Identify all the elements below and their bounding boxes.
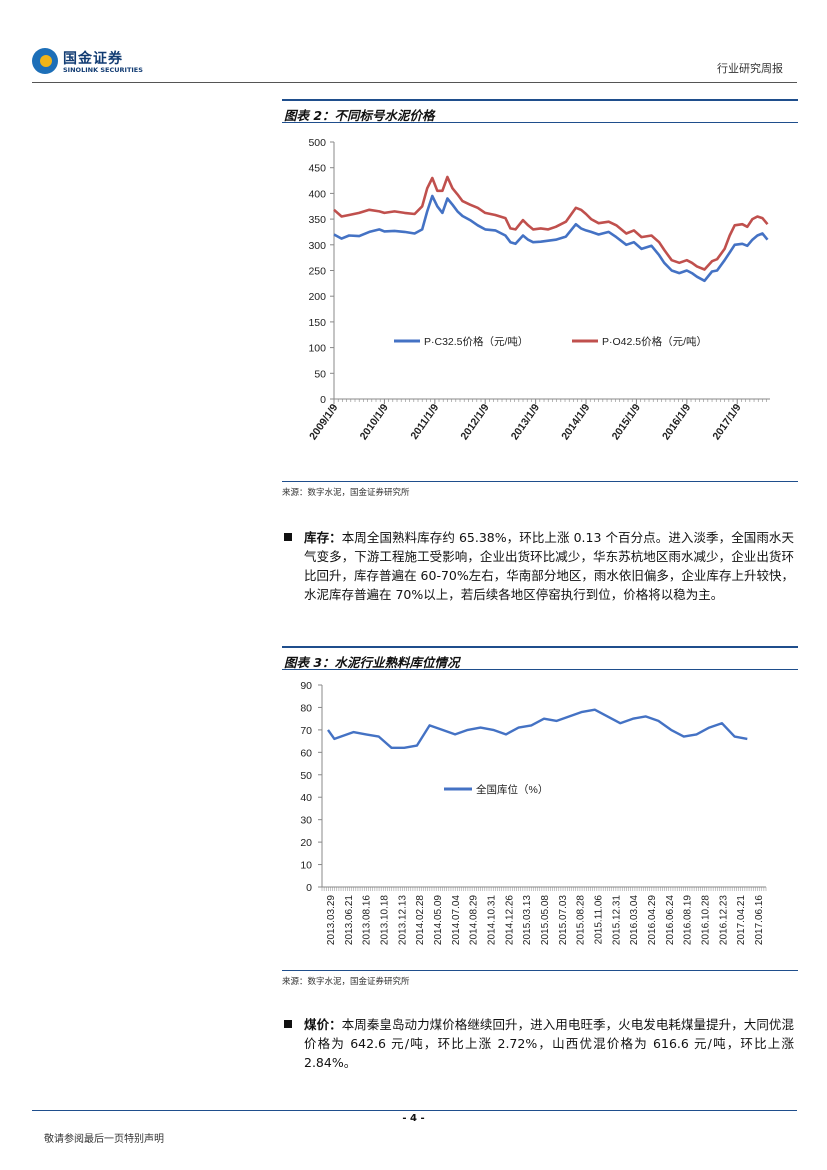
inventory-paragraph: 库存：本周全国熟料库存约 65.38%，环比上涨 0.13 个百分点。进入淡季，… xyxy=(284,528,794,604)
x-tick-label: 2015.08.28 xyxy=(576,895,587,945)
coal-paragraph: 煤价：本周秦皇岛动力煤价格继续回升，进入用电旺季，火电发电耗煤量提升，大同优混价… xyxy=(284,1015,794,1072)
x-tick-label: 2015/1/9 xyxy=(610,402,643,442)
legend-label: P·O42.5价格（元/吨） xyxy=(602,335,707,348)
report-type: 行业研究周报 xyxy=(717,62,783,75)
figure3-chart: 0 10 20 30 40 50 60 70 80 90 2013.03.29 2013.06.21 2… xyxy=(300,680,767,945)
logo-text-en: SINOLINK SECURITIES xyxy=(63,66,143,74)
x-tick-label: 2016.12.23 xyxy=(718,895,729,945)
series-line xyxy=(327,708,748,750)
y-tick-label: 0 xyxy=(320,394,326,406)
bullet-icon xyxy=(284,1020,292,1028)
x-tick-label: 2013.06.21 xyxy=(344,895,355,945)
y-tick-label: 100 xyxy=(308,343,326,355)
figure2-chart: 0 50 100 150 200 250 300 350 400 450 500 2009/1/9 20… xyxy=(307,137,770,442)
x-tick-label: 2012/1/9 xyxy=(458,402,491,442)
figure3-title: 图表 3：水泥行业熟料库位情况 xyxy=(282,646,798,670)
x-tick-label: 2017/1/9 xyxy=(710,402,743,442)
x-tick-label: 2013.03.29 xyxy=(326,895,337,945)
x-tick-label: 2016.10.28 xyxy=(701,895,712,945)
x-tick-label: 2013.10.18 xyxy=(380,895,391,945)
inventory-text: 本周全国熟料库存约 65.38%，环比上涨 0.13 个百分点。进入淡季，全国雨… xyxy=(304,530,794,602)
coal-text: 本周秦皇岛动力煤价格继续回升，进入用电旺季，火电发电耗煤量提升，大同优混价格为 … xyxy=(304,1017,794,1070)
x-tick-label: 2016.08.19 xyxy=(683,895,694,945)
x-tick-label: 2016.04.29 xyxy=(647,895,658,945)
x-tick-label: 2014.07.04 xyxy=(451,895,462,945)
y-tick-label: 50 xyxy=(314,368,326,380)
y-tick-label: 500 xyxy=(308,137,326,149)
legend-label: P·C32.5价格（元/吨） xyxy=(424,335,528,348)
y-tick-label: 10 xyxy=(300,860,312,872)
y-tick-label: 50 xyxy=(300,770,312,782)
y-tick-label: 400 xyxy=(308,188,326,200)
y-tick-label: 0 xyxy=(306,882,312,894)
y-tick-label: 300 xyxy=(308,240,326,252)
logo-mark-icon xyxy=(32,48,58,74)
y-tick-label: 80 xyxy=(300,702,312,714)
page-number: - 4 - xyxy=(402,1113,425,1124)
figure3-source: 来源：数字水泥，国金证券研究所 xyxy=(282,970,798,987)
legend-label: 全国库位（%） xyxy=(476,783,548,796)
y-tick-label: 150 xyxy=(308,317,326,329)
y-tick-label: 350 xyxy=(308,214,326,226)
x-tick-label: 2016.03.04 xyxy=(629,895,640,945)
x-tick-label: 2015.03.13 xyxy=(522,895,533,945)
x-tick-label: 2009/1/9 xyxy=(307,402,340,442)
inventory-label: 库存： xyxy=(304,530,342,545)
x-tick-label: 2015.05.08 xyxy=(540,895,551,945)
y-tick-label: 90 xyxy=(300,680,312,692)
x-tick-label: 2015.07.03 xyxy=(558,895,569,945)
x-tick-label: 2014.02.28 xyxy=(415,895,426,945)
x-tick-label: 2013.08.16 xyxy=(362,895,373,945)
x-tick-label: 2014.08.29 xyxy=(469,895,480,945)
x-tick-label: 2014/1/9 xyxy=(559,402,592,442)
x-tick-label: 2014.05.09 xyxy=(433,895,444,945)
x-tick-label: 2013/1/9 xyxy=(509,402,542,442)
y-tick-label: 200 xyxy=(308,291,326,303)
x-tick-label: 2010/1/9 xyxy=(358,402,391,442)
y-tick-label: 20 xyxy=(300,837,312,849)
company-logo: 国金证券 SINOLINK SECURITIES xyxy=(32,48,162,78)
x-tick-label: 2017.06.16 xyxy=(754,895,765,945)
logo-text-cn: 国金证券 xyxy=(63,51,123,67)
y-tick-label: 450 xyxy=(308,163,326,175)
x-tick-label: 2013.12.13 xyxy=(397,895,408,945)
x-tick-label: 2015.11.06 xyxy=(594,895,605,945)
x-tick-label: 2016/1/9 xyxy=(660,402,693,442)
y-tick-label: 70 xyxy=(300,725,312,737)
coal-label: 煤价： xyxy=(304,1017,342,1032)
y-tick-label: 250 xyxy=(308,266,326,278)
series-line xyxy=(333,175,769,271)
y-tick-label: 60 xyxy=(300,747,312,759)
x-tick-label: 2014.12.26 xyxy=(504,895,515,945)
x-tick-label: 2014.10.31 xyxy=(487,895,498,945)
footer-disclaimer: 敬请参阅最后一页特别声明 xyxy=(44,1134,164,1145)
series-line xyxy=(333,194,769,283)
footer-divider xyxy=(32,1110,797,1111)
x-tick-label: 2015.12.31 xyxy=(611,895,622,945)
y-tick-label: 40 xyxy=(300,792,312,804)
y-tick-label: 30 xyxy=(300,815,312,827)
figure2-source: 来源：数字水泥，国金证券研究所 xyxy=(282,481,798,498)
figure2-title: 图表 2：不同标号水泥价格 xyxy=(282,99,798,123)
header-divider xyxy=(32,82,797,83)
bullet-icon xyxy=(284,533,292,541)
x-tick-label: 2011/1/9 xyxy=(408,402,441,442)
x-tick-label: 2017.04.21 xyxy=(736,895,747,945)
x-tick-label: 2016.06.24 xyxy=(665,895,676,945)
